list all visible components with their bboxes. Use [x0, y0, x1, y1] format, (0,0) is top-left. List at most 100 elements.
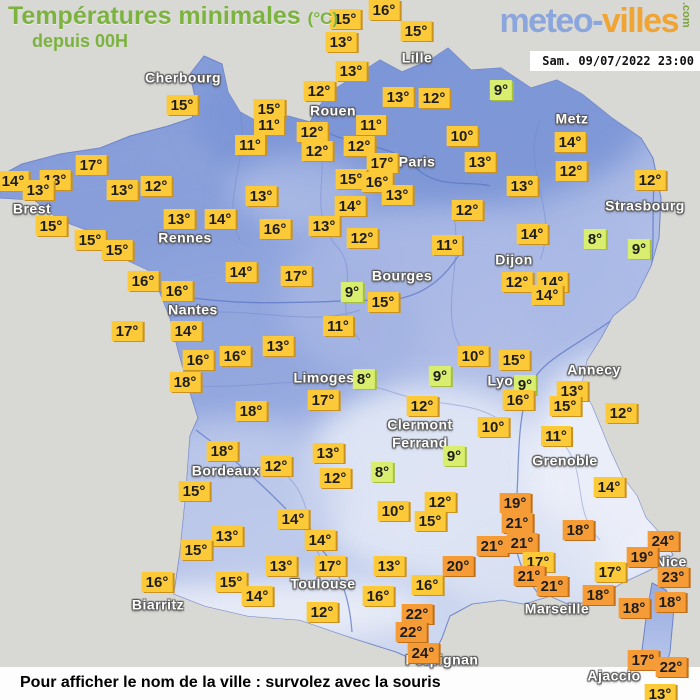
temp-label[interactable]: 14° — [204, 209, 236, 229]
temp-label[interactable]: 12° — [301, 141, 333, 161]
temp-label[interactable]: 15° — [253, 99, 285, 119]
temp-label[interactable]: 13° — [382, 87, 414, 107]
temp-label[interactable]: 9° — [627, 239, 651, 259]
temp-label[interactable]: 10° — [446, 126, 478, 146]
temp-label[interactable]: 9° — [340, 282, 364, 302]
temp-label[interactable]: 19° — [626, 547, 658, 567]
temp-label[interactable]: 9° — [489, 80, 513, 100]
temp-label[interactable]: 14° — [554, 132, 586, 152]
temp-label[interactable]: 14° — [0, 171, 29, 191]
temp-label[interactable]: 14° — [277, 509, 309, 529]
temp-label[interactable]: 14° — [593, 477, 625, 497]
temp-label[interactable]: 18° — [206, 441, 238, 461]
temp-label[interactable]: 13° — [335, 61, 367, 81]
temp-label[interactable]: 12° — [418, 88, 450, 108]
temp-label[interactable]: 13° — [312, 443, 344, 463]
temp-label[interactable]: 13° — [381, 185, 413, 205]
temp-label[interactable]: 24° — [647, 531, 679, 551]
temp-label[interactable]: 17° — [594, 562, 626, 582]
temp-label[interactable]: 16° — [259, 219, 291, 239]
temp-label[interactable]: 13° — [373, 556, 405, 576]
temp-label[interactable]: 12° — [605, 403, 637, 423]
temp-label[interactable]: 18° — [562, 520, 594, 540]
temp-label[interactable]: 17° — [366, 153, 398, 173]
temp-label[interactable]: 12° — [501, 272, 533, 292]
temp-label[interactable]: 16° — [411, 575, 443, 595]
temp-label[interactable]: 14° — [170, 321, 202, 341]
temp-label[interactable]: 18° — [618, 598, 650, 618]
temp-label[interactable]: 18° — [235, 401, 267, 421]
temp-label[interactable]: 15° — [329, 9, 361, 29]
temp-label[interactable]: 12° — [406, 396, 438, 416]
temp-label[interactable]: 15° — [74, 230, 106, 250]
temp-label[interactable]: 8° — [352, 369, 376, 389]
temp-label[interactable]: 20° — [442, 556, 474, 576]
temp-label[interactable]: 17° — [314, 556, 346, 576]
temp-label[interactable]: 12° — [346, 228, 378, 248]
temp-label[interactable]: 13° — [265, 556, 297, 576]
temp-label[interactable]: 12° — [424, 492, 456, 512]
temp-label[interactable]: 15° — [35, 216, 67, 236]
temp-label[interactable]: 12° — [296, 122, 328, 142]
temp-label[interactable]: 15° — [498, 350, 530, 370]
temp-label[interactable]: 17° — [307, 390, 339, 410]
temp-label[interactable]: 13° — [464, 152, 496, 172]
temp-label[interactable]: 13° — [22, 180, 54, 200]
temp-label[interactable]: 22° — [655, 657, 687, 677]
temp-label[interactable]: 13° — [163, 209, 195, 229]
temp-label[interactable]: 15° — [367, 292, 399, 312]
temp-label[interactable]: 18° — [582, 585, 614, 605]
temp-label[interactable]: 15° — [178, 481, 210, 501]
temp-label[interactable]: 16° — [161, 281, 193, 301]
temp-label[interactable]: 16° — [362, 586, 394, 606]
temp-label[interactable]: 15° — [400, 21, 432, 41]
temp-label[interactable]: 13° — [506, 176, 538, 196]
temp-label[interactable]: 13° — [245, 186, 277, 206]
temp-label[interactable]: 16° — [141, 572, 173, 592]
temp-label[interactable]: 13° — [644, 684, 676, 700]
temp-label[interactable]: 12° — [319, 468, 351, 488]
temp-label[interactable]: 17° — [111, 321, 143, 341]
temp-label[interactable]: 16° — [127, 271, 159, 291]
temp-label[interactable]: 13° — [211, 526, 243, 546]
temp-label[interactable]: 21° — [501, 513, 533, 533]
temp-label[interactable]: 12° — [451, 200, 483, 220]
temp-label[interactable]: 17° — [280, 266, 312, 286]
temp-label[interactable]: 11° — [235, 135, 265, 155]
temp-label[interactable]: 12° — [303, 81, 335, 101]
temp-label[interactable]: 9° — [442, 446, 466, 466]
temp-label[interactable]: 15° — [549, 396, 581, 416]
temp-label[interactable]: 19° — [499, 493, 531, 513]
temp-label[interactable]: 16° — [502, 390, 534, 410]
temp-label[interactable]: 15° — [414, 511, 446, 531]
temp-label[interactable]: 10° — [457, 346, 489, 366]
temp-label[interactable]: 10° — [477, 417, 509, 437]
temp-label[interactable]: 11° — [432, 235, 462, 255]
temp-label[interactable]: 17° — [627, 650, 659, 670]
temp-label[interactable]: 14° — [516, 224, 548, 244]
temp-label[interactable]: 17° — [75, 155, 107, 175]
temp-label[interactable]: 10° — [377, 501, 409, 521]
temp-label[interactable]: 12° — [140, 176, 172, 196]
temp-label[interactable]: 16° — [182, 350, 214, 370]
temp-label[interactable]: 13° — [262, 336, 294, 356]
temp-label[interactable]: 22° — [395, 622, 427, 642]
temp-label[interactable]: 13° — [325, 32, 357, 52]
temp-label[interactable]: 11° — [323, 316, 353, 336]
temp-label[interactable]: 23° — [657, 567, 689, 587]
temp-label[interactable]: 14° — [304, 530, 336, 550]
temp-label[interactable]: 15° — [215, 572, 247, 592]
temp-label[interactable]: 12° — [343, 136, 375, 156]
temp-label[interactable]: 11° — [356, 115, 386, 135]
temp-label[interactable]: 21° — [536, 576, 568, 596]
temp-label[interactable]: 14° — [225, 262, 257, 282]
temp-label[interactable]: 8° — [583, 229, 607, 249]
temp-label[interactable]: 13° — [106, 180, 138, 200]
temp-label[interactable]: 15° — [101, 240, 133, 260]
temp-label[interactable]: 12° — [306, 602, 338, 622]
temp-label[interactable]: 18° — [654, 592, 686, 612]
temp-label[interactable]: 14° — [531, 285, 563, 305]
temp-label[interactable]: 9° — [428, 366, 452, 386]
temp-label[interactable]: 16° — [368, 0, 400, 20]
temp-label[interactable]: 22° — [401, 604, 433, 624]
